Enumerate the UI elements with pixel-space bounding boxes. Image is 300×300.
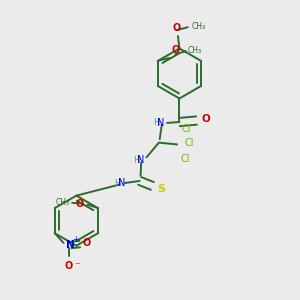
Text: O: O <box>202 114 210 124</box>
Text: O: O <box>65 261 73 272</box>
Text: O: O <box>82 238 90 248</box>
Text: ⁻: ⁻ <box>75 261 81 272</box>
Text: Cl: Cl <box>181 154 190 164</box>
Text: N: N <box>157 118 164 128</box>
Text: N: N <box>118 178 125 188</box>
Text: +: + <box>72 236 79 244</box>
Text: S: S <box>158 184 165 194</box>
Text: H: H <box>154 118 160 127</box>
Text: O: O <box>172 23 181 33</box>
Text: CH₃: CH₃ <box>188 46 202 55</box>
Text: O: O <box>75 199 83 209</box>
Text: H: H <box>114 179 121 188</box>
Text: N: N <box>137 155 144 165</box>
Text: H: H <box>133 156 140 165</box>
Text: O: O <box>172 45 180 55</box>
Text: CH₃: CH₃ <box>191 22 205 31</box>
Text: CH₃: CH₃ <box>56 198 70 207</box>
Text: Cl: Cl <box>182 124 191 134</box>
Text: N: N <box>67 240 75 250</box>
Text: Cl: Cl <box>185 138 194 148</box>
